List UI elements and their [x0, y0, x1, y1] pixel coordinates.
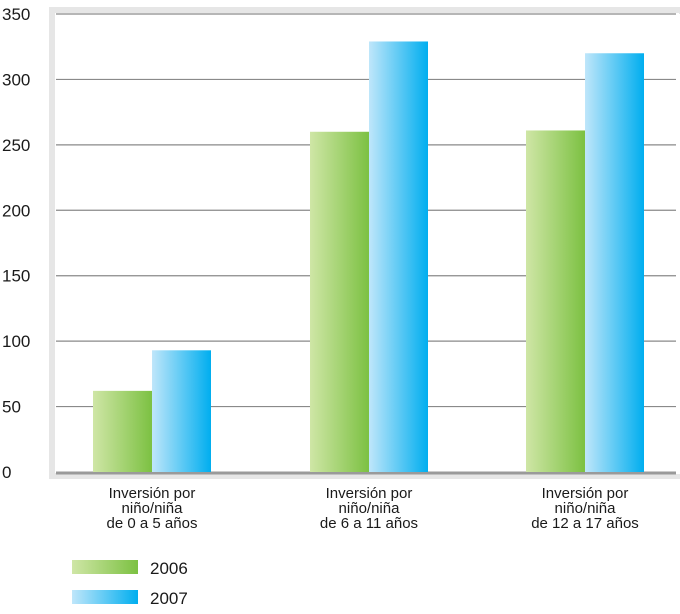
y-tick-label: 0: [2, 463, 11, 482]
bar-2007-1: [369, 41, 428, 472]
y-tick-label: 350: [2, 5, 30, 24]
y-tick-label: 300: [2, 70, 30, 89]
category-label: Inversión por niño/niña de 12 a 17 años: [531, 485, 639, 532]
legend-label-2006: 2006: [150, 559, 188, 578]
y-tick-label: 50: [2, 398, 21, 417]
y-tick-label: 250: [2, 136, 30, 155]
bar-2006-0: [93, 390, 152, 472]
legend-label-2007: 2007: [150, 589, 188, 608]
plot-frame-shadow: [49, 7, 680, 479]
bar-2007-2: [585, 53, 644, 472]
bar-2006-1: [310, 131, 369, 472]
y-axis: 0 50 100 150 200 250 300 350: [2, 5, 30, 482]
category-label: Inversión por niño/niña de 0 a 5 años: [107, 485, 198, 532]
category-label: Inversión por niño/niña de 6 a 11 años: [320, 485, 418, 532]
legend-swatch-2007: [72, 590, 138, 604]
y-tick-label: 100: [2, 332, 30, 351]
y-tick-label: 150: [2, 267, 30, 286]
y-tick-label: 200: [2, 201, 30, 220]
bar-2006-2: [526, 130, 585, 472]
legend-swatch-2006: [72, 560, 138, 574]
legend: 2006 2007: [72, 559, 188, 608]
x-axis: Inversión por niño/niña de 0 a 5 años Inver…: [107, 485, 639, 532]
bars: [93, 41, 644, 472]
bar-2007-0: [152, 350, 211, 472]
